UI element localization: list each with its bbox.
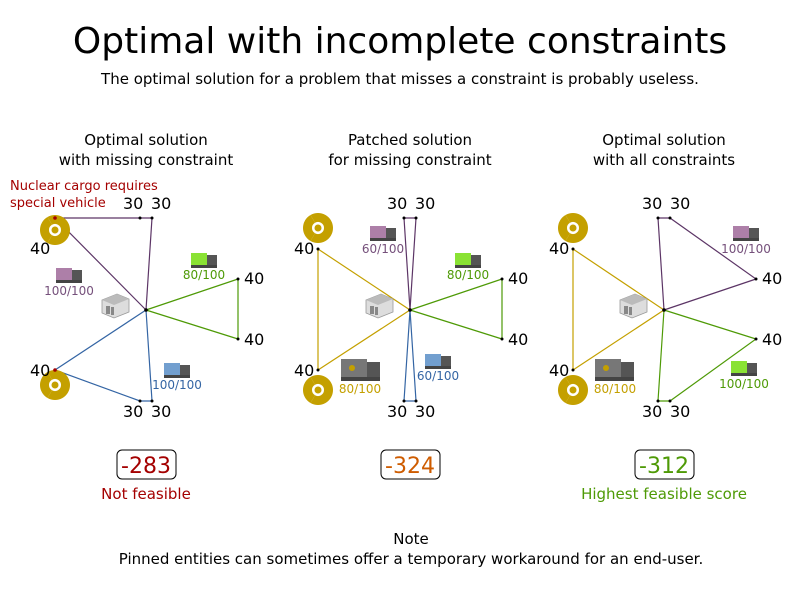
demand-label: 40: [508, 269, 528, 288]
demand-label: 30: [415, 402, 435, 421]
truck-load: 100/100: [721, 242, 771, 256]
demand-label: 30: [151, 194, 171, 213]
demand-label: 30: [670, 402, 690, 421]
panel-heading-line2: with all constraints: [593, 151, 735, 169]
truck-load: 80/100: [339, 382, 381, 396]
score-box: [116, 449, 177, 480]
panel-heading-line2: with missing constraint: [59, 151, 234, 169]
demand-label: 40: [244, 269, 264, 288]
truck-load: 100/100: [719, 377, 769, 391]
score-box: [380, 449, 441, 480]
demand-label: 30: [387, 194, 407, 213]
depot-icon: [619, 293, 648, 319]
demand-label: 40: [762, 330, 782, 349]
score-value: -283: [121, 454, 171, 479]
demand-label: 30: [670, 194, 690, 213]
truck-icon: [56, 268, 82, 283]
truck-icon: [341, 359, 380, 381]
truck-load: 60/100: [417, 369, 459, 383]
truck-icon: [455, 253, 481, 268]
route-blue: [403, 309, 417, 402]
route-purple: [403, 217, 417, 311]
demand-label: 30: [387, 402, 407, 421]
panel-heading-line1: Patched solution: [348, 131, 472, 149]
demand-label: 40: [294, 361, 314, 380]
truck-icon: [191, 253, 217, 268]
truck-load: 80/100: [594, 382, 636, 396]
panel-missing-constraint: Optimal solution with missing constraint…: [10, 131, 264, 503]
panel-heading-line2: for missing constraint: [328, 151, 491, 169]
route-yellow: [317, 247, 411, 372]
truck-icon: [370, 226, 396, 241]
note-title: Note: [393, 530, 429, 548]
route-green: [145, 278, 239, 340]
panel-patched: Patched solution for missing constraint …: [294, 131, 528, 480]
demand-label: 30: [123, 194, 143, 213]
truck-load: 100/100: [152, 378, 202, 392]
truck-load: 100/100: [44, 284, 94, 298]
feasibility-status: Highest feasible score: [581, 485, 747, 503]
demand-label: 30: [415, 194, 435, 213]
panel-all-constraints: Optimal solution with all constraints 40…: [549, 131, 782, 503]
demand-label: 30: [642, 402, 662, 421]
page-title: Optimal with incomplete constraints: [73, 21, 727, 62]
depot-icon: [365, 293, 394, 319]
demand-label: 40: [294, 239, 314, 258]
demand-label: 30: [123, 402, 143, 421]
score-value: -324: [385, 454, 435, 479]
demand-label: 40: [30, 239, 50, 258]
score-value: -312: [639, 454, 689, 479]
score-box: [634, 449, 695, 480]
depot-icon: [101, 293, 130, 319]
annotation-line2: special vehicle: [10, 196, 106, 211]
note-text: Pinned entities can sometimes offer a te…: [119, 550, 704, 568]
demand-label: 40: [30, 361, 50, 380]
truck-icon: [164, 363, 190, 378]
panel-heading-line1: Optimal solution: [602, 131, 726, 149]
radiation-icon: [297, 207, 335, 244]
demand-label: 30: [642, 194, 662, 213]
panel-heading-line1: Optimal solution: [84, 131, 208, 149]
truck-icon: [733, 226, 759, 241]
demand-label: 30: [151, 402, 171, 421]
route-yellow: [572, 247, 665, 372]
truck-load: 80/100: [447, 268, 489, 282]
demand-label: 40: [508, 330, 528, 349]
demand-label: 40: [549, 239, 569, 258]
truck-icon: [425, 354, 451, 369]
annotation-line1: Nuclear cargo requires: [10, 179, 158, 194]
truck-load: 60/100: [362, 242, 404, 256]
feasibility-status: Not feasible: [101, 485, 191, 503]
page-subtitle: The optimal solution for a problem that …: [100, 70, 699, 88]
route-green: [409, 278, 503, 340]
truck-icon: [595, 359, 634, 381]
demand-label: 40: [762, 269, 782, 288]
demand-label: 40: [549, 361, 569, 380]
demand-label: 40: [244, 330, 264, 349]
truck-icon: [731, 361, 757, 376]
truck-load: 80/100: [183, 268, 225, 282]
radiation-icon: [552, 207, 590, 244]
